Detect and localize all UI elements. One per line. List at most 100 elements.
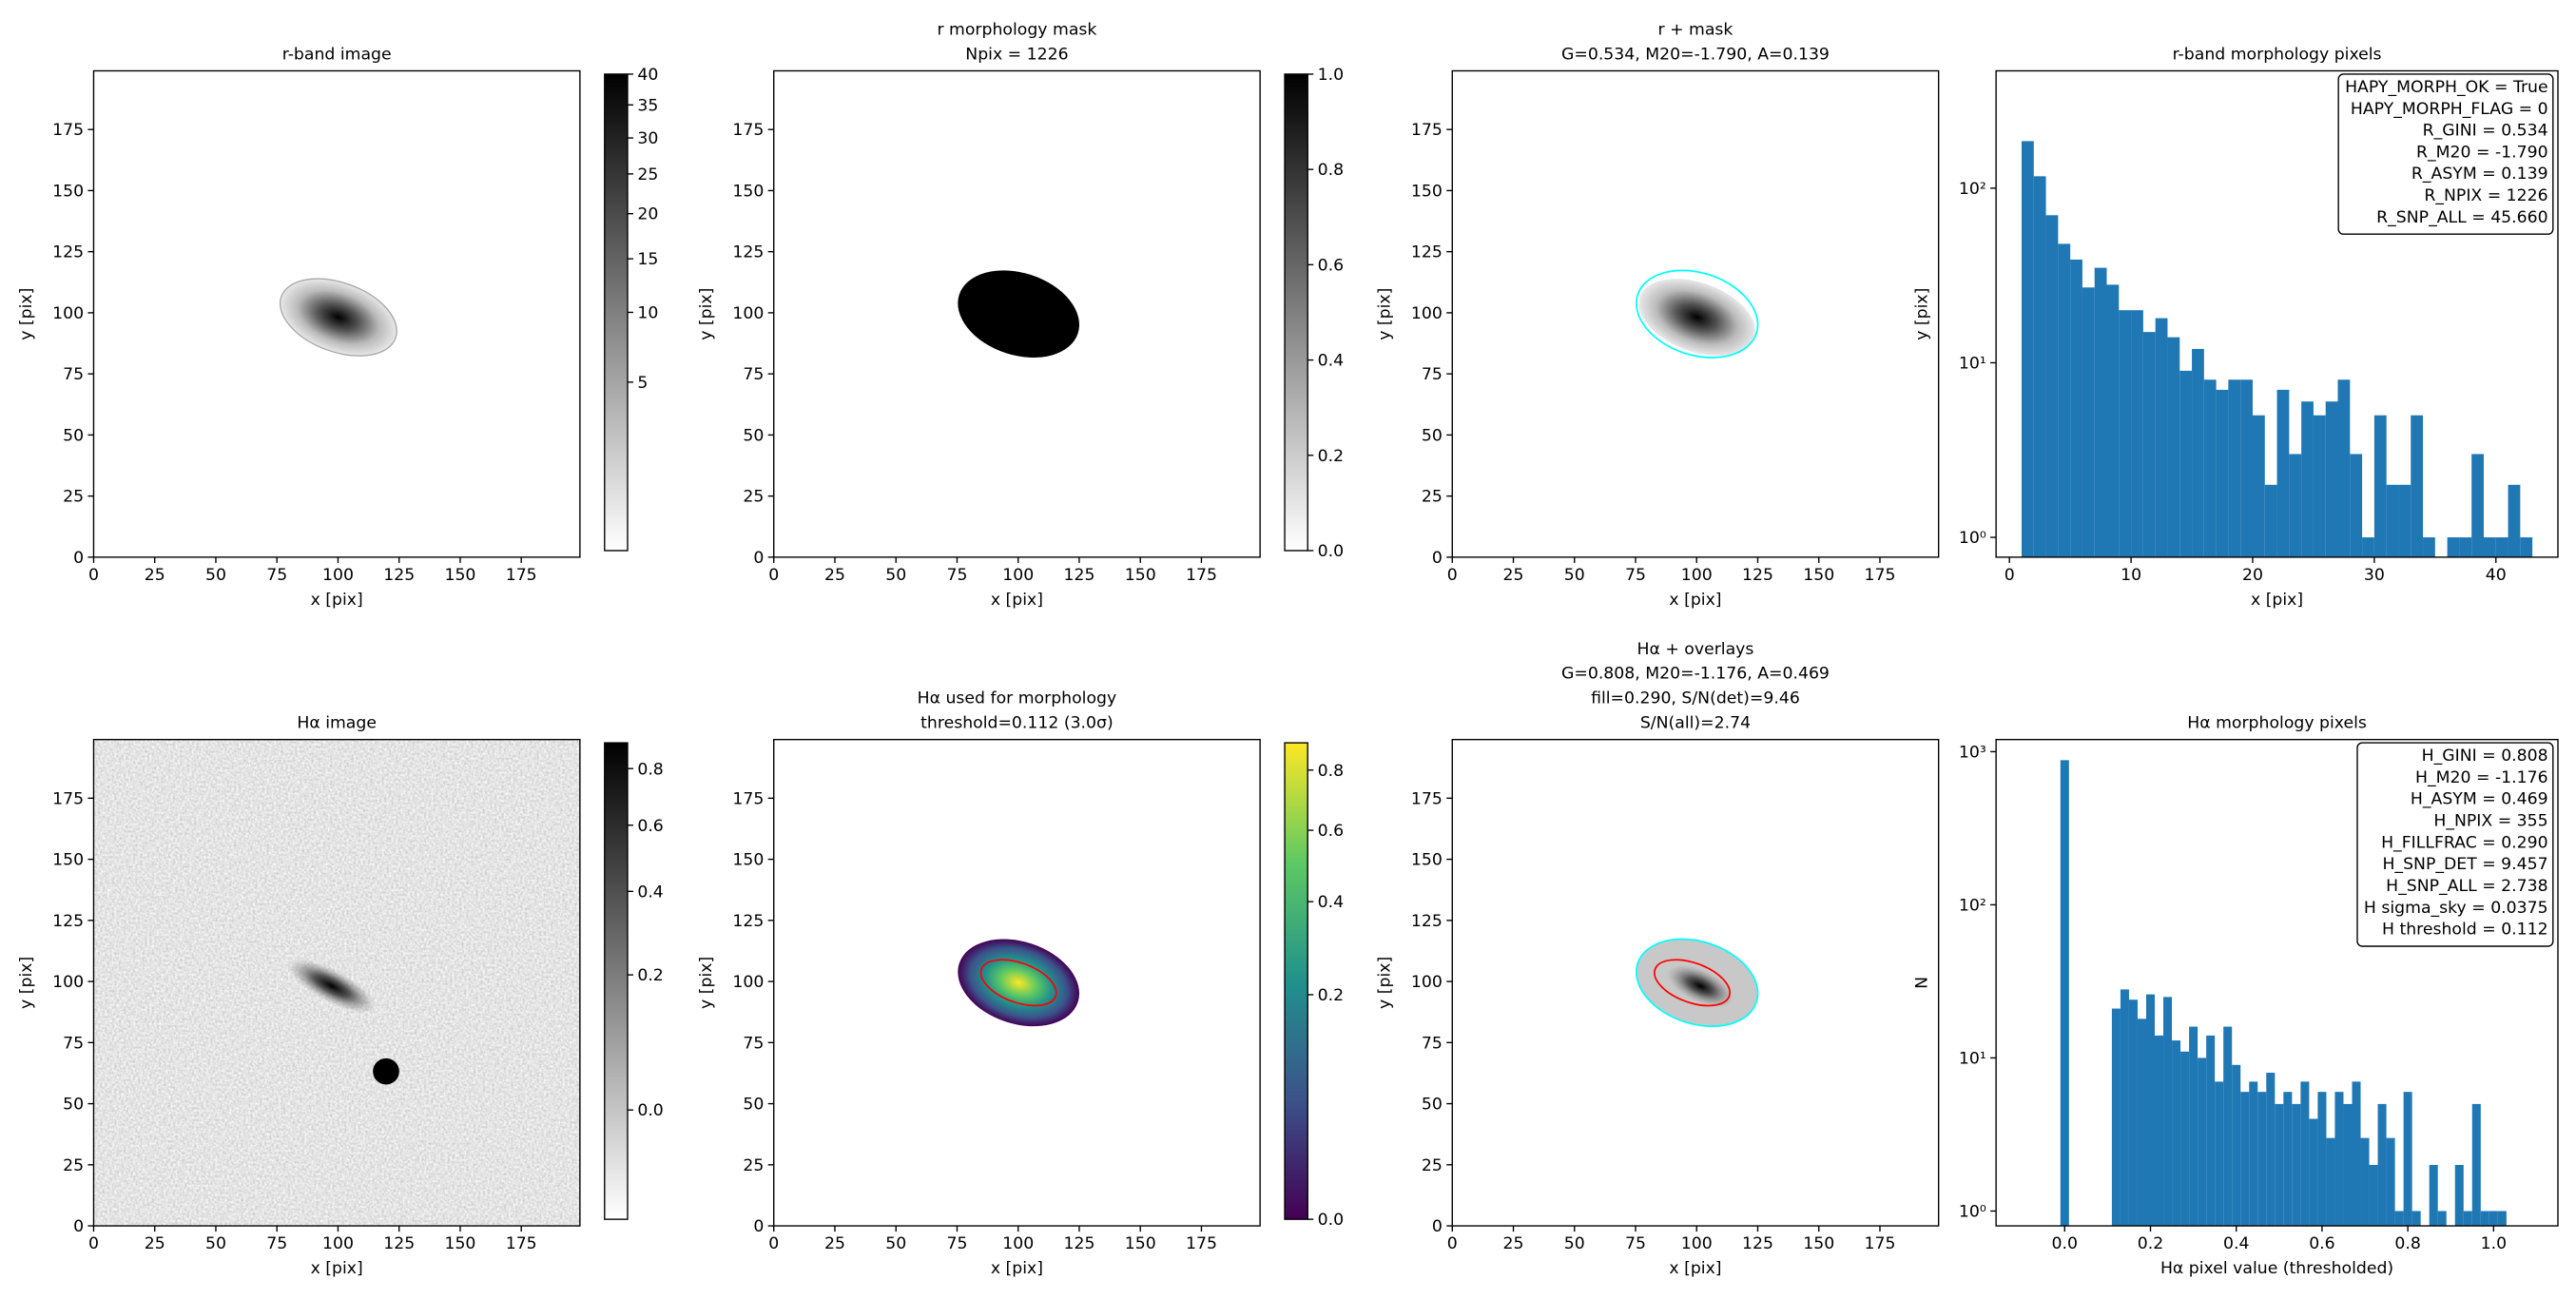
bar (2313, 415, 2326, 557)
colorbar-tick-label: 15 (637, 250, 658, 269)
bar (2317, 1092, 2327, 1227)
ha-morph-image (958, 939, 1080, 1027)
y-tick-label: 125 (732, 243, 764, 262)
annotation-line: R_ASYM = 0.139 (2411, 165, 2548, 184)
bar (2142, 332, 2156, 557)
y-tick-label: 125 (1411, 243, 1443, 262)
bar (2131, 310, 2143, 557)
annotation-frame (2356, 742, 2554, 947)
bar (2369, 1164, 2378, 1227)
x-tick-label: 10 (2121, 566, 2141, 585)
bar (2264, 484, 2277, 557)
y-tick-label: 25 (743, 1156, 764, 1175)
colorbar-tick-label: 0.2 (637, 966, 663, 985)
y-tick-label: 25 (63, 1156, 84, 1175)
y-tick-label: 75 (63, 365, 84, 384)
bar (2489, 1211, 2498, 1227)
x-tick-label: 100 (1681, 1234, 1713, 1253)
colorbar-tick-label: 1.0 (1318, 66, 1344, 85)
colorbar-tick-label: 0.2 (1318, 986, 1344, 1005)
bar (2058, 243, 2071, 557)
bar (2070, 259, 2082, 557)
y-axis-label: y [pix] (697, 288, 716, 340)
x-tick-label: 0 (768, 1234, 779, 1253)
panel-title: G=0.534, M20=-1.790, A=0.139 (1561, 45, 1830, 64)
panel-title: Hα used for morphology (918, 689, 1117, 708)
annotation-line: H_FILLFRAC = 0.290 (2381, 833, 2548, 852)
bar (2172, 1040, 2181, 1227)
annotation-line: H_NPIX = 355 (2433, 812, 2547, 831)
bar (2360, 1137, 2370, 1227)
r-mask-image (958, 270, 1080, 359)
y-tick-label: 175 (732, 789, 764, 808)
bar (2386, 1137, 2395, 1227)
y-axis-label: N (1913, 977, 1932, 989)
y-axis-label: y [pix] (17, 957, 36, 1009)
bar (2429, 1164, 2438, 1227)
bar (2060, 760, 2069, 1227)
x-tick-label: 25 (1503, 566, 1524, 585)
y-tick-label: 100 (52, 304, 84, 323)
x-tick-label: 175 (1865, 1234, 1896, 1253)
bar (2497, 1211, 2507, 1227)
x-axis-label: x [pix] (2251, 591, 2303, 610)
y-tick-label: 125 (52, 912, 84, 931)
panel-title: threshold=0.112 (3.0σ) (920, 714, 1114, 733)
y-tick-label: 10¹ (1959, 1049, 1986, 1068)
colorbar-tick-label: 25 (637, 165, 658, 184)
y-tick-label: 100 (1411, 973, 1443, 992)
bar (2275, 1103, 2284, 1227)
bar (2377, 1103, 2387, 1227)
y-tick-label: 0 (753, 549, 764, 568)
bar (2309, 1118, 2318, 1227)
y-tick-label: 75 (63, 1034, 84, 1053)
x-axis-label: x [pix] (991, 1259, 1043, 1278)
bar (2300, 1081, 2310, 1227)
y-tick-label: 150 (1411, 182, 1443, 201)
y-tick-label: 10⁰ (1959, 529, 1986, 548)
x-tick-label: 75 (266, 566, 287, 585)
y-tick-label: 0 (753, 1217, 764, 1236)
y-tick-label: 10⁰ (1959, 1202, 1986, 1221)
x-tick-label: 175 (1865, 566, 1896, 585)
x-tick-label: 125 (1742, 1234, 1773, 1253)
bar (2386, 484, 2399, 557)
annotation-line: HAPY_MORPH_OK = True (2345, 78, 2548, 97)
bar (2437, 1211, 2447, 1227)
y-tick-label: 50 (63, 1096, 84, 1115)
y-tick-label: 100 (732, 304, 764, 323)
bar (2454, 1164, 2464, 1227)
bar (2111, 1008, 2121, 1227)
y-tick-label: 75 (743, 1034, 764, 1053)
x-axis-label: x [pix] (1669, 1259, 1721, 1278)
bar (2106, 284, 2120, 557)
colorbar-tick-label: 0.8 (1318, 161, 1344, 180)
bar (2203, 379, 2217, 557)
annotation-line: HAPY_MORPH_FLAG = 0 (2351, 100, 2548, 119)
colorbar-tick-label: 0.6 (637, 817, 663, 836)
bar (2326, 1137, 2335, 1227)
bar (2128, 999, 2138, 1227)
x-tick-label: 0.0 (2052, 1234, 2078, 1253)
x-tick-label: 0 (1447, 566, 1458, 585)
y-tick-label: 10² (1959, 896, 1986, 915)
y-tick-label: 10³ (1959, 743, 1986, 762)
panel-title: r morphology mask (937, 20, 1096, 39)
bar (2215, 1081, 2224, 1227)
x-tick-label: 150 (1803, 1234, 1834, 1253)
colorbar (1284, 73, 1308, 552)
bar (2343, 1103, 2353, 1227)
annotation-line: R_M20 = -1.790 (2416, 143, 2548, 162)
axes-frame (1451, 69, 1940, 558)
colorbar-tick-label: 0.6 (1318, 256, 1344, 275)
panel-title: r-band image (282, 45, 392, 64)
panel-title: G=0.808, M20=-1.176, A=0.469 (1561, 665, 1830, 684)
annotation-line: H sigma_sky = 0.0375 (2364, 899, 2548, 918)
x-tick-label: 150 (1803, 566, 1834, 585)
ha-overlay-image (1635, 938, 1759, 1028)
x-tick-label: 150 (1125, 1234, 1156, 1253)
y-tick-label: 150 (732, 182, 764, 201)
x-tick-label: 100 (322, 566, 354, 585)
bar (2471, 1103, 2481, 1227)
bar (2520, 537, 2533, 557)
